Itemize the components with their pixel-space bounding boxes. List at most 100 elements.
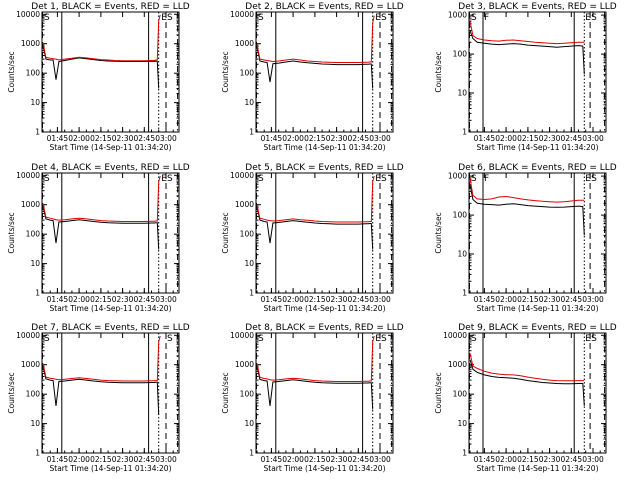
panel-title: Det 1, BLACK = Events, RED = LLD: [31, 2, 190, 12]
y-tick-label: 100: [240, 69, 255, 78]
x-axis-label: Start Time (14-Sep-11 01:34:20): [264, 464, 386, 473]
event-marker-label: S: [381, 174, 387, 184]
event-marker-label: S: [258, 13, 264, 23]
series-line-lld: [42, 14, 161, 62]
x-tick-label: 02:30: [326, 455, 348, 464]
x-tick-label: 02:00: [495, 295, 517, 304]
y-tick-label: 10: [30, 259, 40, 268]
x-tick-label: 02:30: [112, 455, 134, 464]
event-marker-label: S: [471, 174, 477, 184]
x-tick-label: 03:00: [155, 295, 177, 304]
y-tick-label: 100: [453, 390, 468, 399]
x-tick-label: 01:45: [261, 134, 283, 143]
series-line-lld: [469, 177, 585, 203]
panel-title: Det 5, BLACK = Events, RED = LLD: [245, 163, 404, 173]
x-tick-label: 02:00: [282, 134, 304, 143]
y-axis-label: Counts/sec: [221, 212, 230, 253]
x-tick-label: 03:00: [369, 134, 391, 143]
event-marker-label: S: [167, 174, 173, 184]
x-tick-label: 02:45: [347, 455, 369, 464]
x-axis-label: Start Time (14-Sep-11 01:34:20): [50, 304, 172, 313]
x-tick-label: 02:00: [282, 455, 304, 464]
series-line-events: [256, 365, 374, 410]
x-tick-label: 02:15: [90, 455, 112, 464]
x-tick-label: 02:15: [304, 134, 326, 143]
y-axis-label: Counts/sec: [434, 51, 443, 92]
x-tick-label: 03:00: [155, 134, 177, 143]
series-line-lld: [42, 335, 161, 382]
y-tick-label: 1: [35, 128, 40, 137]
event-marker-label: S: [381, 334, 387, 344]
series-line-lld: [256, 15, 375, 63]
y-axis-label: Counts/sec: [221, 51, 230, 92]
x-tick-label: 01:45: [47, 134, 69, 143]
panel-det-8: Det 8, BLACK = Events, RED = LLD 1 10 100 10…: [221, 323, 404, 473]
x-tick-label: 03:00: [582, 455, 604, 464]
y-tick-label: 100: [26, 230, 41, 239]
event-marker-label: S: [167, 13, 173, 23]
y-tick-label: 10: [457, 419, 467, 428]
event-marker-label: E: [375, 13, 381, 23]
panel-title: Det 6, BLACK = Events, RED = LLD: [458, 163, 617, 173]
x-tick-label: 03:00: [155, 455, 177, 464]
x-tick-label: 02:00: [68, 455, 90, 464]
y-axis-label: Counts/sec: [434, 372, 443, 413]
series-line-lld: [42, 175, 161, 222]
panel-title: Det 3, BLACK = Events, RED = LLD: [458, 2, 617, 12]
x-tick-label: 02:15: [517, 455, 539, 464]
event-marker-label: S: [258, 174, 264, 184]
y-tick-label: 100: [453, 211, 468, 220]
x-tick-label: 01:45: [474, 455, 496, 464]
y-tick-label: 1000: [21, 200, 40, 209]
y-tick-label: 10: [457, 89, 467, 98]
x-tick-label: 02:45: [133, 455, 155, 464]
x-tick-label: 01:45: [261, 455, 283, 464]
y-tick-label: 1: [249, 289, 254, 298]
x-axis-label: Start Time (14-Sep-11 01:34:20): [50, 143, 172, 152]
x-tick-label: 02:45: [133, 295, 155, 304]
x-tick-label: 02:45: [347, 134, 369, 143]
y-tick-label: 10000: [230, 331, 254, 340]
panel-det-4: Det 4, BLACK = Events, RED = LLD 1 10 100 10…: [7, 163, 190, 313]
y-tick-label: 10000: [230, 10, 254, 19]
y-tick-label: 10: [244, 419, 254, 428]
y-tick-label: 1: [249, 449, 254, 458]
y-tick-label: 100: [26, 390, 41, 399]
y-tick-label: 1: [462, 128, 467, 137]
event-marker-label: S: [591, 334, 597, 344]
y-tick-label: 100: [240, 390, 255, 399]
series-line-events: [256, 46, 374, 89]
plot-frame: [468, 11, 607, 133]
y-tick-label: 10000: [16, 331, 40, 340]
plot-frame: [468, 332, 607, 454]
series-line-events: [256, 206, 374, 250]
event-marker-label: E: [585, 13, 591, 23]
x-tick-label: 03:00: [582, 134, 604, 143]
series-line-events: [42, 44, 160, 89]
x-tick-label: 02:30: [539, 134, 561, 143]
x-tick-label: 01:45: [47, 455, 69, 464]
x-tick-label: 02:45: [560, 295, 582, 304]
y-tick-label: 1: [462, 289, 467, 298]
y-tick-label: 100: [240, 230, 255, 239]
panel-title: Det 7, BLACK = Events, RED = LLD: [31, 323, 190, 333]
x-tick-label: 02:45: [133, 134, 155, 143]
x-tick-label: 02:15: [517, 295, 539, 304]
series-line-events: [469, 359, 585, 406]
panel-det-3: Det 3, BLACK = Events, RED = LLD 1 10 100 10…: [434, 2, 617, 152]
y-axis-label: Counts/sec: [7, 212, 16, 253]
y-axis-label: Counts/sec: [7, 51, 16, 92]
series-line-events: [469, 184, 585, 236]
event-marker-label: F: [484, 13, 489, 23]
event-marker-label: S: [471, 13, 477, 23]
y-tick-label: 1000: [235, 200, 254, 209]
x-tick-label: 02:45: [560, 134, 582, 143]
y-tick-label: 10000: [443, 331, 467, 340]
y-tick-label: 100: [453, 50, 468, 59]
y-tick-label: 1: [462, 449, 467, 458]
panel-det-9: Det 9, BLACK = Events, RED = LLD 1 10 100 10…: [434, 323, 617, 473]
x-tick-label: 02:00: [68, 134, 90, 143]
event-marker-label: S: [44, 334, 50, 344]
panel-det-5: Det 5, BLACK = Events, RED = LLD 1 10 100 10…: [221, 163, 404, 313]
